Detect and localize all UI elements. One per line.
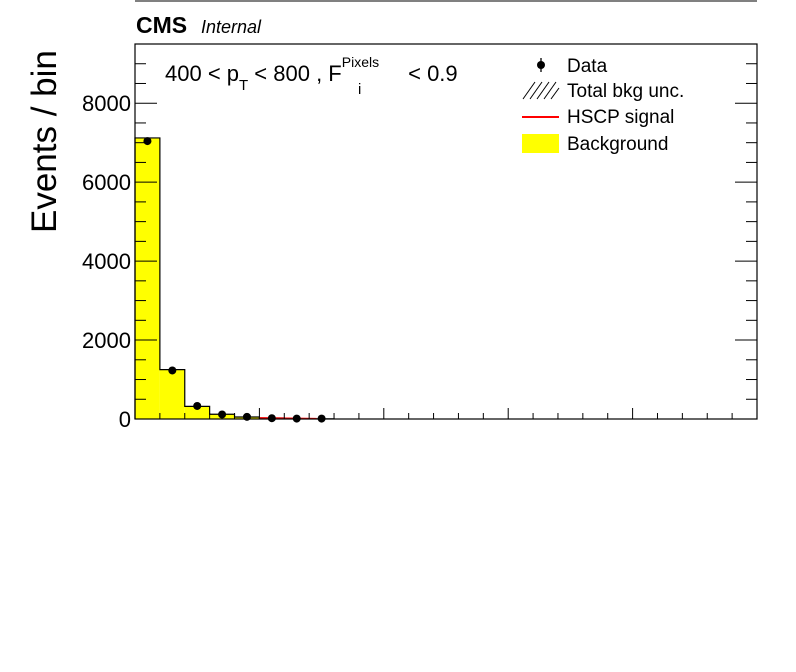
legend-label-data: Data (567, 56, 608, 77)
legend-background-swatch (522, 134, 559, 153)
background-bar (135, 137, 160, 419)
legend: Data Total bkg unc. HSCP signal Backgrou… (522, 56, 684, 155)
y-tick-label: 6000 (82, 170, 131, 195)
selection-annotation: 400 < pT < 800 , FPixels i < 0.9 (165, 54, 458, 98)
data-point (193, 401, 202, 410)
axes: 0 2000 4000 6000 8000 (82, 43, 758, 432)
legend-label-bkg-unc: Total bkg unc. (567, 81, 684, 102)
data-point (242, 412, 251, 421)
legend-label-background: Background (567, 134, 668, 155)
background-bar (159, 369, 185, 419)
cms-label: CMS (136, 12, 187, 38)
y-tick-label: 2000 (82, 328, 131, 353)
y-tick-label: 0 (119, 407, 131, 432)
y-tick-label: 8000 (82, 91, 131, 116)
background-bar (184, 406, 210, 419)
plot-frame (134, 43, 758, 420)
data-point (267, 414, 276, 423)
data-point (218, 410, 227, 419)
y-axis-label: Events / bin (25, 50, 64, 233)
legend-label-signal: HSCP signal (567, 107, 674, 128)
legend-hatch-swatch (522, 81, 560, 100)
internal-label: Internal (201, 17, 262, 37)
legend-data-marker (537, 61, 545, 69)
data-point (143, 137, 152, 146)
y-tick-label: 4000 (82, 249, 131, 274)
data-point (168, 366, 177, 375)
